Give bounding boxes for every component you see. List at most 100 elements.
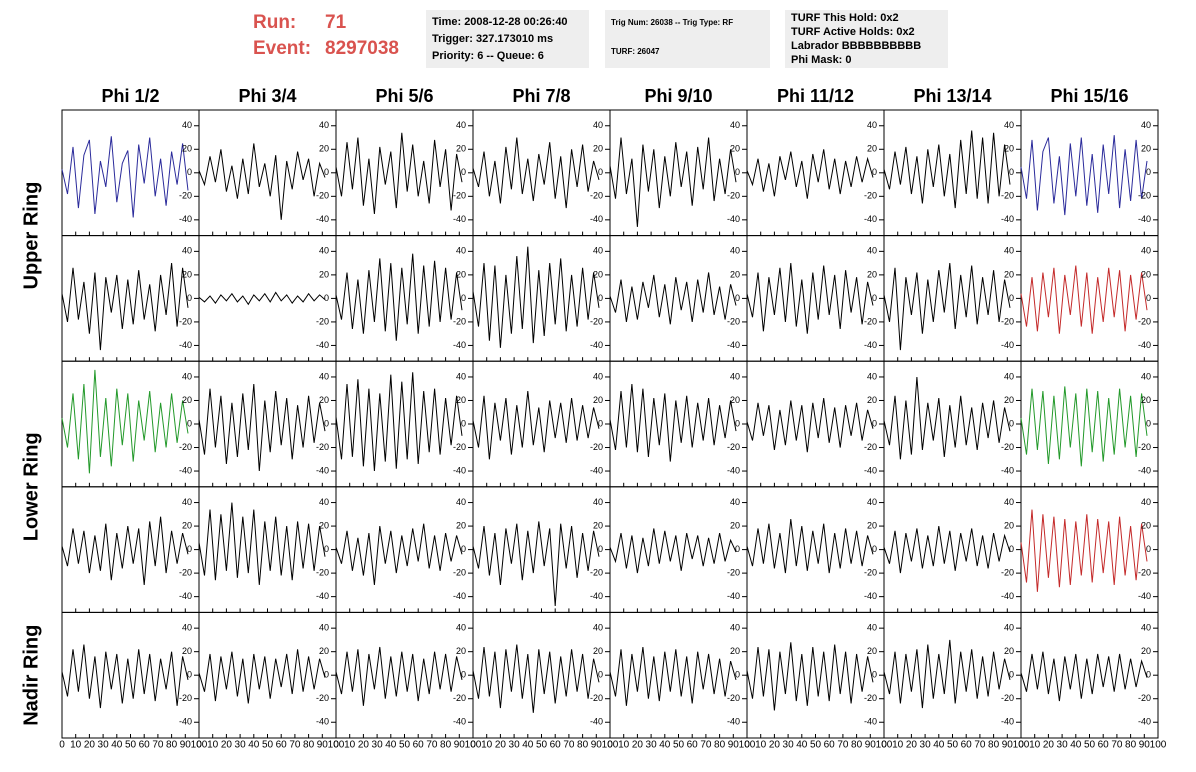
x-tick-label: 20 [632, 740, 644, 751]
x-tick-label: 20 [906, 740, 918, 751]
x-tick-label: 70 [289, 740, 301, 751]
y-tick-label: 40 [1141, 371, 1151, 381]
x-tick-label: 30 [783, 740, 795, 751]
y-tick-label: 40 [456, 246, 466, 256]
y-tick-label: -40 [1138, 591, 1151, 601]
y-tick-label: 0 [1009, 167, 1014, 177]
y-tick-label: -40 [590, 717, 603, 727]
y-tick-label: -20 [727, 567, 740, 577]
y-tick-label: 40 [730, 120, 740, 130]
x-tick-label: 0 [881, 740, 887, 751]
y-tick-label: 40 [182, 623, 192, 633]
y-tick-label: -40 [864, 717, 877, 727]
y-tick-label: 0 [598, 167, 603, 177]
info-line: TURF Active Holds: 0x2 [791, 26, 915, 38]
x-tick-label: 60 [1098, 740, 1110, 751]
y-tick-label: -40 [316, 340, 329, 350]
x-tick-label: 10 [344, 740, 356, 751]
x-tick-label: 30 [235, 740, 247, 751]
y-tick-label: 20 [867, 269, 877, 279]
x-tick-label: 100 [1150, 740, 1167, 751]
waveform [61, 136, 189, 218]
y-tick-label: 20 [456, 646, 466, 656]
waveform [335, 523, 463, 585]
y-tick-label: -40 [590, 340, 603, 350]
y-tick-label: 0 [187, 167, 192, 177]
x-tick-label: 80 [988, 740, 1000, 751]
x-tick-label: 0 [470, 740, 476, 751]
y-tick-label: 20 [593, 520, 603, 530]
column-header: Phi 5/6 [375, 86, 433, 106]
x-tick-label: 100 [876, 740, 893, 751]
y-tick-label: 0 [872, 167, 877, 177]
run-value: 71 [325, 12, 347, 33]
y-tick-label: 40 [593, 120, 603, 130]
x-tick-label: 10 [618, 740, 630, 751]
x-tick-label: 10 [892, 740, 904, 751]
y-tick-label: 40 [867, 371, 877, 381]
x-tick-label: 0 [744, 740, 750, 751]
y-tick-label: -20 [179, 316, 192, 326]
y-tick-label: -40 [179, 717, 192, 727]
y-tick-label: -20 [1001, 442, 1014, 452]
y-tick-label: 20 [867, 395, 877, 405]
waveform [335, 132, 463, 215]
y-tick-label: 20 [593, 646, 603, 656]
y-tick-label: 40 [182, 120, 192, 130]
x-tick-label: 60 [687, 740, 699, 751]
turf-box: TURF This Hold: 0x2 TURF Active Holds: 0… [785, 10, 948, 68]
y-tick-label: -20 [316, 316, 329, 326]
y-tick-label: 0 [735, 167, 740, 177]
waveform [335, 372, 463, 472]
x-tick-label: 100 [328, 740, 345, 751]
x-tick-label: 20 [84, 740, 96, 751]
y-tick-label: -20 [179, 693, 192, 703]
x-tick-label: 40 [933, 740, 945, 751]
y-tick-label: 20 [319, 144, 329, 154]
y-tick-label: 20 [593, 269, 603, 279]
x-tick-label: 70 [1111, 740, 1123, 751]
column-header: Phi 7/8 [512, 86, 570, 106]
y-tick-label: -20 [316, 693, 329, 703]
y-tick-label: -20 [727, 191, 740, 201]
y-tick-label: -20 [179, 567, 192, 577]
ring-label: Upper Ring [20, 182, 42, 290]
x-tick-label: 80 [166, 740, 178, 751]
y-tick-label: -40 [316, 591, 329, 601]
y-tick-label: 40 [1004, 623, 1014, 633]
column-header: Phi 1/2 [101, 86, 159, 106]
y-tick-label: 40 [867, 497, 877, 507]
y-tick-label: -20 [316, 442, 329, 452]
y-tick-label: 20 [319, 520, 329, 530]
y-tick-label: -40 [1138, 340, 1151, 350]
x-tick-label: 50 [673, 740, 685, 751]
event-label: Event: [253, 38, 312, 59]
x-tick-label: 30 [372, 740, 384, 751]
y-tick-label: 0 [187, 670, 192, 680]
y-tick-label: 20 [730, 520, 740, 530]
info-line: Trig Num: 26038 -- Trig Type: RF [611, 18, 734, 27]
y-tick-label: 20 [730, 395, 740, 405]
y-tick-label: 20 [456, 144, 466, 154]
y-tick-label: -20 [1001, 316, 1014, 326]
x-tick-label: 90 [454, 740, 466, 751]
info-line: Priority: 6 -- Queue: 6 [432, 50, 544, 62]
x-tick-label: 50 [947, 740, 959, 751]
y-tick-label: 0 [1146, 418, 1151, 428]
waveform [1020, 651, 1148, 702]
y-tick-label: 20 [867, 646, 877, 656]
y-tick-label: 20 [182, 520, 192, 530]
x-tick-label: 10 [1029, 740, 1041, 751]
waveform [746, 398, 874, 453]
waveform [1020, 509, 1148, 592]
x-tick-label: 80 [851, 740, 863, 751]
y-tick-label: 0 [872, 293, 877, 303]
y-tick-label: 40 [730, 246, 740, 256]
x-tick-label: 70 [152, 740, 164, 751]
y-tick-label: -40 [590, 591, 603, 601]
time-box: Time: 2008-12-28 00:26:40 Trigger: 327.1… [426, 10, 589, 68]
x-tick-label: 90 [317, 740, 329, 751]
y-tick-label: 20 [867, 520, 877, 530]
x-tick-label: 20 [495, 740, 507, 751]
